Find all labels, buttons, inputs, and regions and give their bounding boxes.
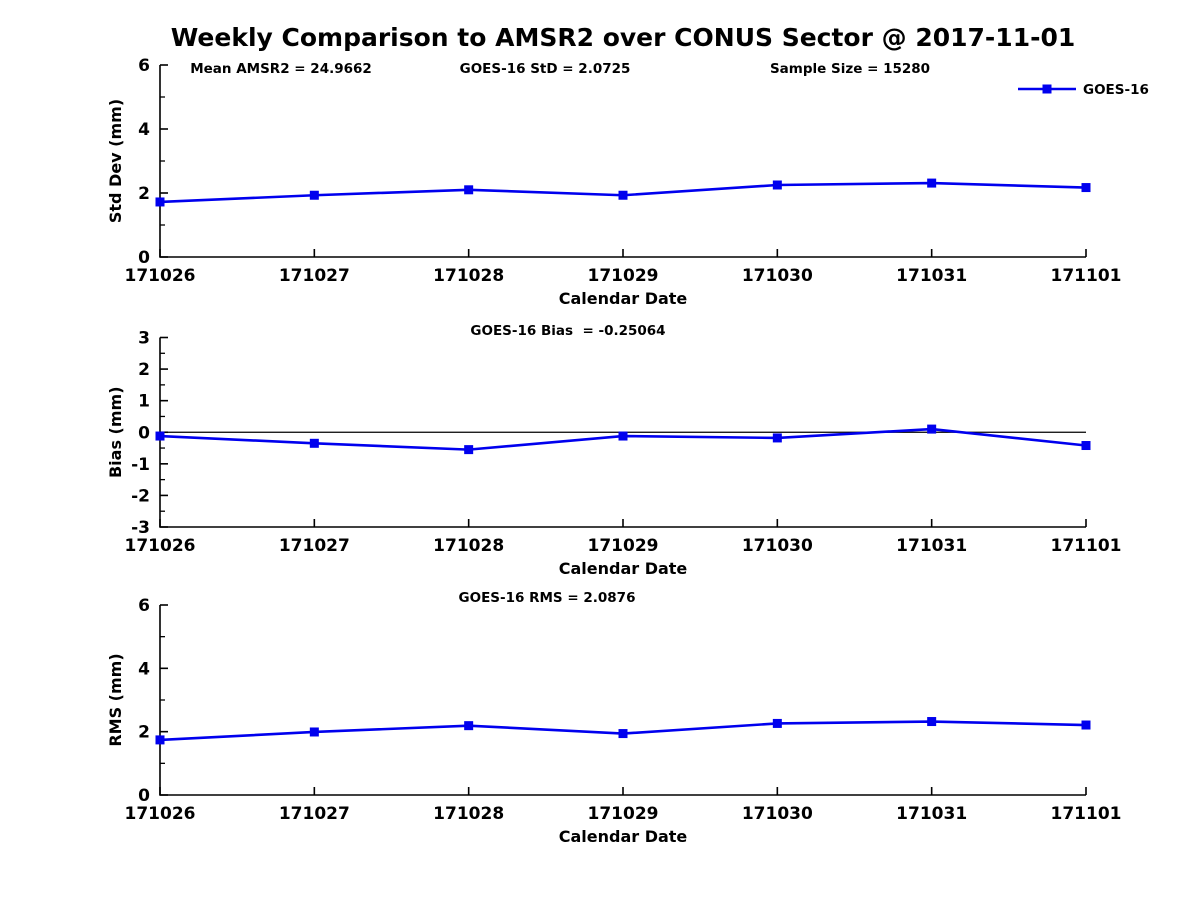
x-tick-label: 171027 [279, 536, 350, 556]
legend-label: GOES-16 [1083, 82, 1149, 98]
x-tick-label: 171030 [742, 266, 813, 286]
y-tick-label: 1 [138, 392, 150, 412]
y-tick-label: 3 [138, 329, 150, 349]
annotation-text: Mean AMSR2 = 24.9662 [190, 61, 372, 77]
data-point-marker [1081, 183, 1091, 193]
y-tick-label: 2 [138, 360, 150, 380]
data-point-marker [1081, 441, 1091, 451]
annotation-text: GOES-16 StD = 2.0725 [460, 61, 631, 77]
x-tick-label: 171027 [279, 266, 350, 286]
x-tick-label: 171030 [742, 536, 813, 556]
data-point-marker [772, 180, 782, 190]
x-tick-label: 171029 [588, 266, 659, 286]
data-point-marker [618, 190, 628, 200]
data-point-marker [155, 735, 165, 745]
x-tick-label: 171026 [125, 804, 196, 824]
y-tick-label: 0 [138, 786, 150, 806]
x-tick-label: 171028 [433, 536, 504, 556]
x-tick-label: 171027 [279, 804, 350, 824]
x-tick-label: 171028 [433, 804, 504, 824]
data-point-marker [155, 431, 165, 441]
y-tick-label: 6 [138, 596, 150, 616]
data-point-marker [309, 438, 319, 448]
data-point-marker [155, 197, 165, 207]
annotation-text: GOES-16 Bias = -0.25064 [470, 323, 665, 339]
legend-marker-icon [1042, 84, 1052, 94]
x-tick-label: 171031 [896, 804, 967, 824]
x-tick-label: 171101 [1051, 266, 1122, 286]
axes-spines [159, 605, 1086, 796]
annotation-text: Sample Size = 15280 [770, 61, 930, 77]
x-tick-label: 171101 [1051, 536, 1122, 556]
data-point-marker [772, 718, 782, 728]
data-point-marker [309, 727, 319, 737]
y-axis-label: RMS (mm) [106, 653, 125, 746]
y-tick-label: 2 [138, 723, 150, 743]
y-tick-label: 4 [138, 120, 150, 140]
y-tick-label: -3 [131, 518, 150, 538]
data-point-marker [618, 431, 628, 441]
data-point-marker [464, 185, 474, 195]
data-point-marker [772, 433, 782, 443]
x-tick-label: 171026 [125, 266, 196, 286]
y-tick-label: 0 [138, 423, 150, 443]
y-tick-label: 6 [138, 56, 150, 76]
x-tick-label: 171101 [1051, 804, 1122, 824]
y-axis-label: Bias (mm) [106, 386, 125, 478]
annotation-text: GOES-16 RMS = 2.0876 [459, 590, 636, 606]
data-point-marker [927, 178, 937, 188]
y-tick-label: 2 [138, 184, 150, 204]
x-tick-label: 171026 [125, 536, 196, 556]
data-point-marker [1081, 720, 1091, 730]
x-tick-label: 171028 [433, 266, 504, 286]
y-tick-label: -2 [131, 486, 150, 506]
x-axis-label: Calendar Date [559, 827, 688, 846]
data-point-marker [618, 729, 628, 739]
y-tick-label: -1 [131, 455, 150, 475]
subplot-stddev: 0 2 4 6 171026 171027 171028 171029 171030 171031… [106, 56, 1149, 308]
figure-title: Weekly Comparison to AMSR2 over CONUS Se… [170, 23, 1076, 52]
subplot-bias: -3 -2 -1 0 1 2 3 171026 171027 171028 171029 171030… [106, 323, 1121, 578]
x-tick-label: 171029 [588, 804, 659, 824]
data-point-marker [927, 424, 937, 434]
x-tick-label: 171031 [896, 536, 967, 556]
legend: GOES-16 [1018, 82, 1149, 98]
y-tick-label: 0 [138, 248, 150, 268]
x-tick-label: 171031 [896, 266, 967, 286]
x-tick-label: 171029 [588, 536, 659, 556]
axes-spines [159, 65, 1086, 258]
data-point-marker [309, 190, 319, 200]
x-axis-label: Calendar Date [559, 289, 688, 308]
y-tick-label: 4 [138, 659, 150, 679]
y-axis-label: Std Dev (mm) [106, 99, 125, 223]
subplot-rms: 0 2 4 6 171026 171027 171028 171029 171030 171031… [106, 590, 1121, 846]
data-point-marker [464, 445, 474, 455]
data-point-marker [927, 717, 937, 727]
x-tick-label: 171030 [742, 804, 813, 824]
data-point-marker [464, 721, 474, 731]
x-axis-label: Calendar Date [559, 559, 688, 578]
